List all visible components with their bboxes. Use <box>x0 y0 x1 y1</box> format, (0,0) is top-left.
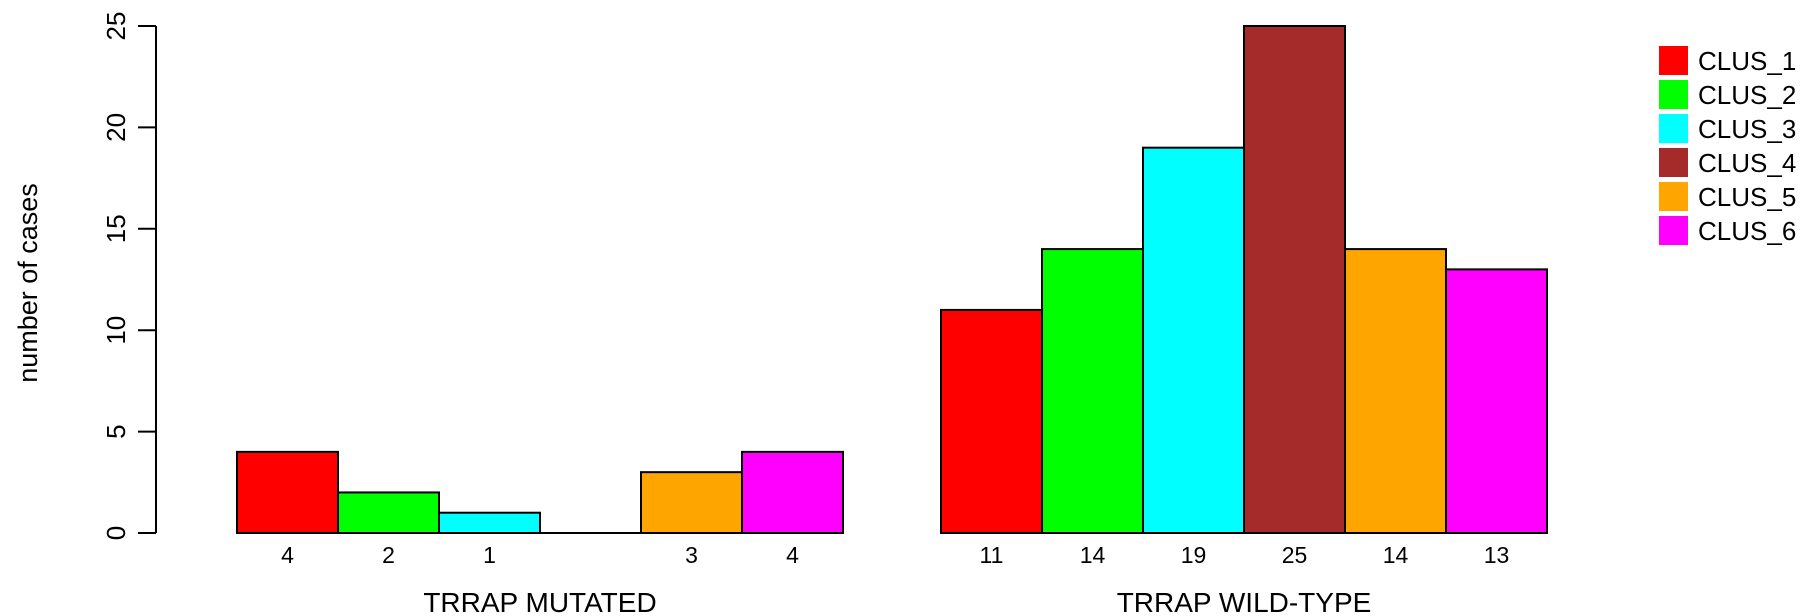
count-labels: 4 2 1 3 4 11 14 19 25 14 13 <box>281 542 1509 568</box>
group-label: TRRAP WILD-TYPE <box>1117 587 1372 616</box>
legend: CLUS_1 CLUS_2 CLUS_3 CLUS_4 CLUS_5 CLUS_6 <box>1659 46 1796 246</box>
legend-label: CLUS_2 <box>1698 80 1796 110</box>
group-labels: TRRAP MUTATED TRRAP WILD-TYPE <box>423 587 1371 616</box>
bar-clus-6-group-2 <box>1445 268 1548 534</box>
y-axis: 0 5 10 15 20 25 <box>101 12 157 540</box>
legend-label: CLUS_5 <box>1698 182 1796 212</box>
bar-clus-3-group-2 <box>1142 146 1245 534</box>
y-tick-label: 0 <box>101 526 131 540</box>
bar-clus-1-group-2 <box>940 308 1043 535</box>
y-axis-title: number of cases <box>13 183 43 383</box>
legend-label: CLUS_6 <box>1698 216 1796 246</box>
legend-swatch <box>1659 80 1688 109</box>
bar-clus-5-group-1 <box>640 471 743 535</box>
bar-clus-3-group-1 <box>438 511 541 534</box>
count-label: 19 <box>1181 542 1207 568</box>
count-label: 2 <box>382 542 395 568</box>
bar-clus-5-group-2 <box>1344 248 1447 535</box>
y-tick-label: 25 <box>101 12 131 41</box>
bars <box>236 25 1548 535</box>
legend-label: CLUS_4 <box>1698 148 1796 178</box>
bar-clus-4-group-2 <box>1243 25 1346 534</box>
y-tick-label: 15 <box>101 214 131 243</box>
legend-swatch <box>1659 46 1688 75</box>
count-label: 25 <box>1282 542 1308 568</box>
bar-clus-6-group-1 <box>741 450 844 535</box>
legend-swatch <box>1659 114 1688 143</box>
legend-swatch <box>1659 216 1688 245</box>
count-label: 3 <box>685 542 698 568</box>
legend-swatch <box>1659 182 1688 211</box>
y-tick-label: 5 <box>101 424 131 438</box>
legend-label: CLUS_1 <box>1698 46 1796 76</box>
bar-clus-1-group-1 <box>236 450 339 535</box>
y-tick-label: 20 <box>101 113 131 142</box>
count-label: 1 <box>483 542 496 568</box>
legend-swatch <box>1659 148 1688 177</box>
count-label: 4 <box>786 542 799 568</box>
bar-clus-2-group-2 <box>1041 248 1144 535</box>
group-label: TRRAP MUTATED <box>423 587 656 616</box>
count-label: 14 <box>1383 542 1409 568</box>
bar-clus-2-group-1 <box>337 491 440 535</box>
count-label: 4 <box>281 542 294 568</box>
count-label: 11 <box>980 542 1004 568</box>
legend-label: CLUS_3 <box>1698 114 1796 144</box>
y-tick-label: 10 <box>101 316 131 345</box>
count-label: 13 <box>1484 542 1510 568</box>
count-label: 14 <box>1080 542 1106 568</box>
